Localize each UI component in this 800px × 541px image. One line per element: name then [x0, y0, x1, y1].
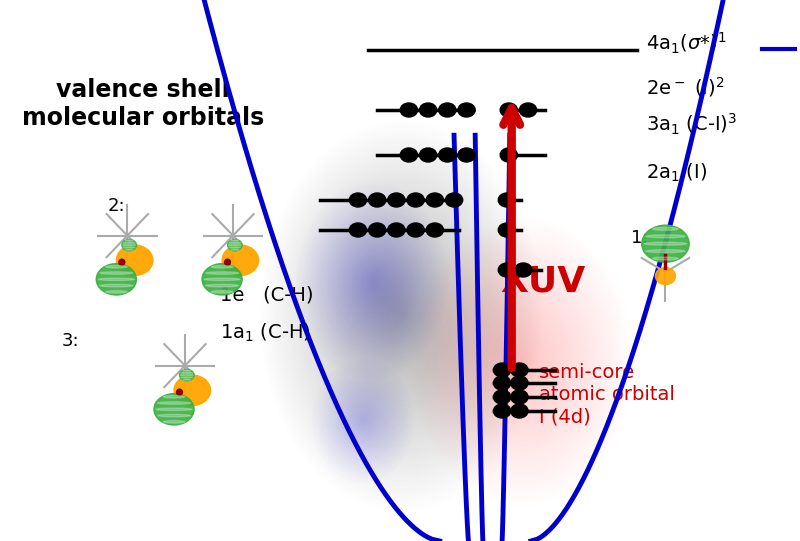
- Ellipse shape: [646, 235, 685, 238]
- Ellipse shape: [158, 402, 190, 404]
- Ellipse shape: [181, 377, 193, 378]
- Ellipse shape: [206, 272, 238, 274]
- Text: 2e$^-$ (I)$^2$: 2e$^-$ (I)$^2$: [646, 75, 725, 98]
- Ellipse shape: [106, 266, 127, 268]
- Ellipse shape: [369, 223, 386, 237]
- Ellipse shape: [438, 103, 456, 117]
- Ellipse shape: [158, 414, 190, 417]
- Ellipse shape: [204, 278, 240, 281]
- Ellipse shape: [163, 420, 185, 423]
- Text: 2a$_1$ (I): 2a$_1$ (I): [646, 162, 707, 184]
- Ellipse shape: [426, 223, 443, 237]
- Ellipse shape: [206, 285, 238, 287]
- Ellipse shape: [519, 103, 537, 117]
- Circle shape: [177, 389, 182, 395]
- Ellipse shape: [498, 193, 515, 207]
- Ellipse shape: [500, 148, 518, 162]
- Ellipse shape: [498, 263, 515, 277]
- Text: XUV: XUV: [500, 265, 586, 298]
- Ellipse shape: [510, 376, 528, 390]
- Ellipse shape: [227, 240, 242, 251]
- Circle shape: [119, 259, 125, 265]
- Ellipse shape: [202, 263, 242, 295]
- Ellipse shape: [228, 245, 242, 246]
- Ellipse shape: [388, 193, 405, 207]
- Ellipse shape: [446, 193, 462, 207]
- Text: valence shell
molecular orbitals: valence shell molecular orbitals: [22, 78, 264, 130]
- Ellipse shape: [122, 240, 137, 251]
- Text: 1:: 1:: [631, 229, 648, 247]
- Ellipse shape: [419, 103, 437, 117]
- Ellipse shape: [154, 394, 194, 425]
- Ellipse shape: [116, 245, 153, 275]
- Ellipse shape: [494, 390, 510, 404]
- Ellipse shape: [369, 193, 386, 207]
- Ellipse shape: [510, 363, 528, 377]
- Text: 3a$_1$ (C-I)$^3$: 3a$_1$ (C-I)$^3$: [646, 112, 738, 137]
- Ellipse shape: [350, 193, 366, 207]
- Ellipse shape: [163, 395, 185, 398]
- Ellipse shape: [183, 379, 190, 380]
- Ellipse shape: [407, 223, 424, 237]
- Text: 1e   (C-H): 1e (C-H): [219, 285, 313, 305]
- Ellipse shape: [514, 263, 532, 277]
- Ellipse shape: [388, 223, 405, 237]
- Ellipse shape: [646, 249, 685, 253]
- Ellipse shape: [644, 242, 687, 245]
- Ellipse shape: [229, 247, 241, 248]
- Ellipse shape: [98, 278, 134, 281]
- Ellipse shape: [653, 257, 678, 260]
- Ellipse shape: [211, 266, 233, 268]
- Ellipse shape: [174, 375, 210, 406]
- Ellipse shape: [494, 404, 510, 418]
- Text: semi-core
atomic orbital
I (4d): semi-core atomic orbital I (4d): [538, 364, 674, 426]
- Ellipse shape: [458, 103, 475, 117]
- Ellipse shape: [123, 242, 135, 243]
- Ellipse shape: [500, 103, 518, 117]
- Ellipse shape: [179, 370, 194, 381]
- Text: 2:: 2:: [108, 196, 126, 215]
- Ellipse shape: [100, 285, 133, 287]
- Ellipse shape: [510, 404, 528, 418]
- Ellipse shape: [122, 245, 136, 246]
- Ellipse shape: [350, 223, 366, 237]
- Ellipse shape: [400, 148, 418, 162]
- Ellipse shape: [156, 408, 192, 411]
- Ellipse shape: [100, 272, 133, 274]
- Ellipse shape: [407, 193, 424, 207]
- Ellipse shape: [494, 363, 510, 377]
- Ellipse shape: [181, 372, 193, 373]
- Ellipse shape: [655, 267, 675, 285]
- Ellipse shape: [438, 148, 456, 162]
- Ellipse shape: [211, 291, 233, 293]
- Ellipse shape: [419, 148, 437, 162]
- Ellipse shape: [231, 240, 238, 241]
- Ellipse shape: [123, 247, 135, 248]
- Ellipse shape: [231, 249, 238, 250]
- Ellipse shape: [494, 376, 510, 390]
- Ellipse shape: [106, 291, 127, 293]
- Ellipse shape: [126, 249, 133, 250]
- Ellipse shape: [498, 223, 515, 237]
- Ellipse shape: [229, 242, 241, 243]
- Ellipse shape: [96, 263, 137, 295]
- Ellipse shape: [510, 390, 528, 404]
- Ellipse shape: [426, 193, 443, 207]
- Ellipse shape: [183, 370, 190, 371]
- Ellipse shape: [642, 225, 690, 262]
- Text: 4a$_1$($\sigma$*)$^1$: 4a$_1$($\sigma$*)$^1$: [646, 31, 727, 56]
- Circle shape: [225, 259, 230, 265]
- Ellipse shape: [126, 240, 133, 241]
- Ellipse shape: [400, 103, 418, 117]
- Ellipse shape: [222, 245, 258, 275]
- Text: 1a$_1$ (C-H): 1a$_1$ (C-H): [219, 321, 310, 344]
- Text: 3:: 3:: [62, 332, 80, 350]
- Ellipse shape: [653, 227, 678, 230]
- Ellipse shape: [458, 148, 475, 162]
